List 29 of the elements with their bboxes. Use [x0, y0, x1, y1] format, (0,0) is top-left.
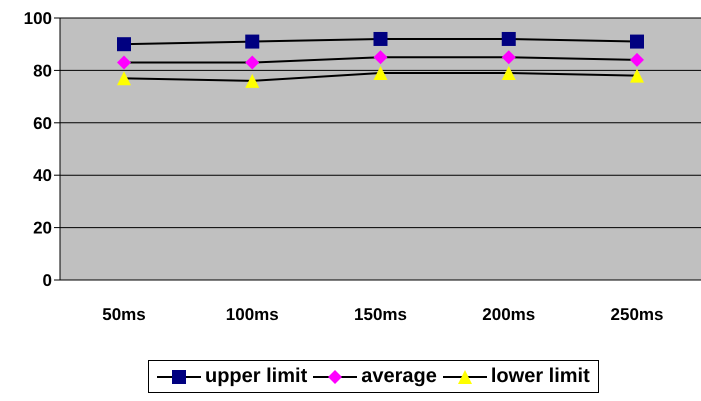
- legend-label: upper limit: [205, 365, 308, 388]
- y-tick-label: 20: [33, 218, 52, 238]
- point: [502, 66, 516, 80]
- y-tick-label: 60: [33, 114, 52, 133]
- point: [117, 56, 131, 70]
- x-tick-label: 250ms: [610, 305, 664, 324]
- point: [117, 71, 131, 86]
- point: [374, 50, 388, 64]
- point: [245, 34, 260, 49]
- point: [630, 34, 644, 49]
- point: [374, 66, 388, 80]
- point: [117, 37, 131, 52]
- point: [502, 32, 516, 46]
- x-tick-label: 100ms: [226, 305, 279, 324]
- legend-label: average: [361, 365, 437, 388]
- y-tick-label: 40: [33, 166, 52, 186]
- x-tick-label: 50ms: [102, 305, 146, 324]
- point: [374, 32, 388, 46]
- x-tick-label: 150ms: [354, 305, 407, 324]
- y-tick-label: 80: [33, 61, 52, 80]
- point: [630, 68, 644, 83]
- x-tick-label: 200ms: [482, 305, 536, 324]
- y-tick-label: 100: [24, 9, 52, 28]
- point: [245, 74, 260, 88]
- point: [245, 56, 260, 70]
- legend-label: lower limit: [490, 365, 590, 388]
- point: [630, 52, 644, 67]
- y-tick-label: 0: [42, 271, 52, 290]
- point: [502, 50, 516, 64]
